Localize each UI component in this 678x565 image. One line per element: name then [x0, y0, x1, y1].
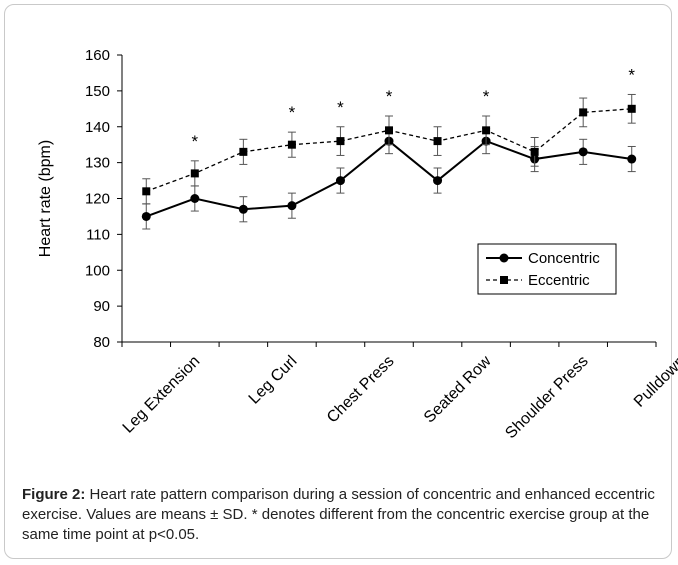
- significance-asterisk: *: [337, 98, 344, 117]
- significance-asterisk: *: [628, 65, 635, 84]
- y-tick-label: 130: [85, 155, 110, 172]
- y-axis-label: Heart rate (bpm): [37, 140, 54, 257]
- x-category-label: Chest Press: [324, 353, 398, 427]
- x-category-label: Shoulder Press: [502, 353, 591, 442]
- data-point-concentric: [627, 154, 637, 164]
- y-tick-label: 100: [85, 262, 110, 279]
- data-point-concentric: [141, 211, 151, 221]
- significance-asterisk: *: [289, 103, 296, 122]
- legend-marker-concentric: [499, 253, 509, 263]
- significance-asterisk: *: [677, 0, 678, 4]
- y-tick-label: 90: [93, 298, 110, 315]
- significance-asterisk: *: [483, 87, 490, 106]
- data-point-concentric: [287, 201, 297, 211]
- y-tick-label: 150: [85, 83, 110, 100]
- data-point-eccentric: [627, 104, 636, 113]
- data-point-eccentric: [482, 126, 491, 135]
- data-point-concentric: [578, 147, 588, 157]
- data-point-concentric: [335, 176, 345, 186]
- y-tick-label: 160: [85, 47, 110, 64]
- data-point-eccentric: [433, 137, 442, 146]
- figure-caption: Figure 2: Heart rate pattern comparison …: [22, 485, 658, 545]
- significance-asterisk: *: [386, 87, 393, 106]
- data-point-eccentric: [385, 126, 393, 135]
- data-point-concentric: [190, 194, 200, 203]
- legend-label-concentric: Concentric: [528, 250, 600, 267]
- y-tick-label: 80: [93, 334, 110, 351]
- y-tick-label: 110: [86, 226, 110, 243]
- caption-label: Figure 2:: [22, 486, 86, 503]
- significance-asterisk: *: [192, 132, 199, 151]
- x-category-label: Leg Extension: [120, 353, 204, 437]
- data-point-eccentric: [190, 169, 199, 178]
- legend-box: [477, 243, 617, 295]
- y-tick-label: 140: [85, 119, 110, 136]
- data-point-eccentric: [239, 147, 248, 156]
- heart-rate-chart: 80 90 100 110 120 130 140 150 160 Heart rate (bpm…: [37, 0, 678, 442]
- data-point-concentric: [433, 176, 443, 186]
- y-tick-label: 120: [85, 191, 110, 208]
- caption-text: Heart rate pattern comparison during a s…: [22, 486, 655, 543]
- data-point-eccentric: [530, 147, 539, 156]
- x-category-label: Pulldown: [631, 353, 678, 411]
- x-category-label: Seated Row: [421, 352, 495, 426]
- legend-marker-eccentric: [500, 276, 508, 284]
- data-point-eccentric: [287, 140, 296, 149]
- legend-label-eccentric: Eccentric: [528, 272, 590, 289]
- data-point-concentric: [238, 204, 248, 214]
- x-category-label: Leg Curl: [246, 353, 301, 408]
- data-point-eccentric: [142, 187, 151, 196]
- data-point-eccentric: [579, 108, 588, 117]
- data-point-eccentric: [336, 137, 345, 146]
